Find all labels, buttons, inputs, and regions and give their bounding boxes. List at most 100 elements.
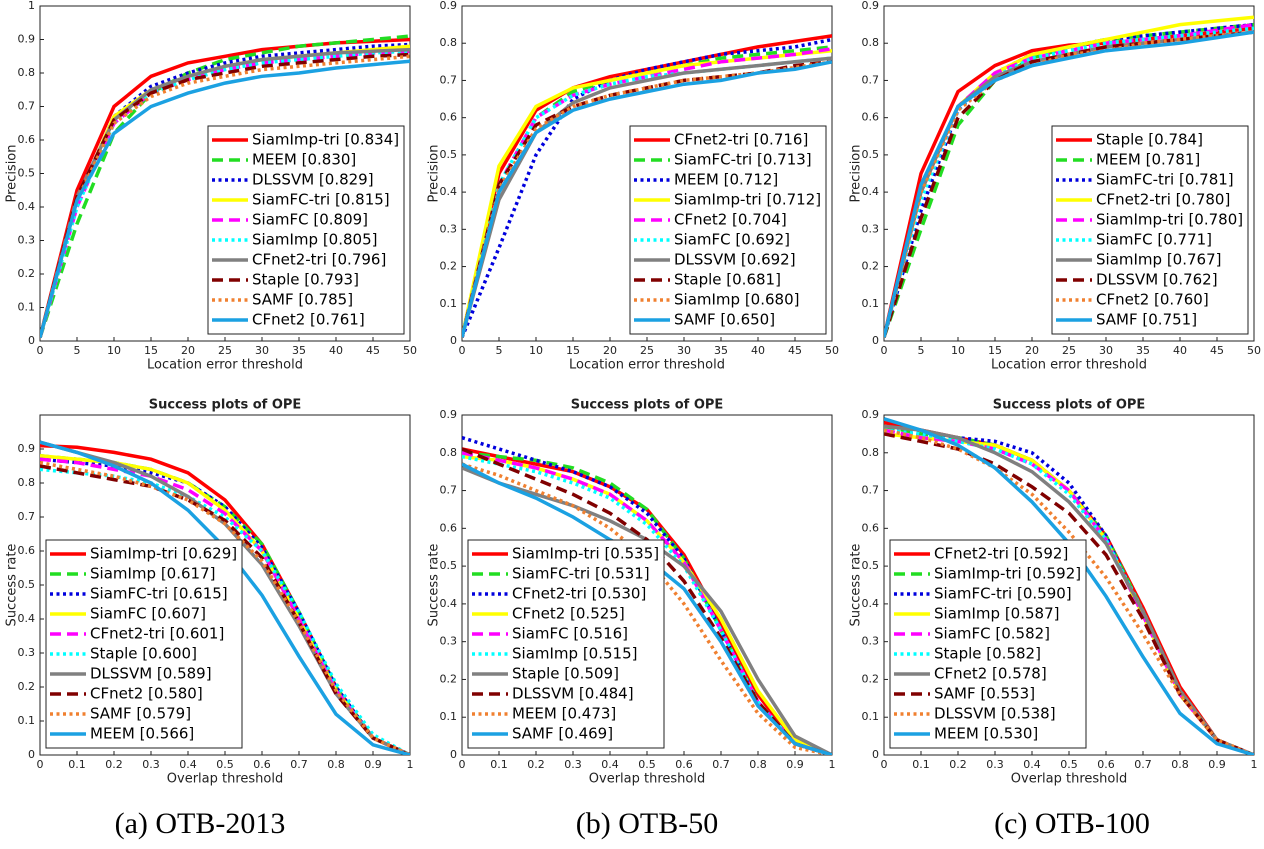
x-tick-label: 0.3 xyxy=(986,758,1004,771)
y-tick-label: 0.7 xyxy=(18,510,36,523)
legend-label: SiamImp-tri [0.834] xyxy=(252,131,399,149)
legend-label: SiamFC-tri [0.590] xyxy=(934,585,1072,603)
y-tick-label: 0.4 xyxy=(440,597,458,610)
x-tick-label: 0 xyxy=(881,758,888,771)
legend-label: SiamFC-tri [0.815] xyxy=(252,191,390,209)
x-tick-label: 15 xyxy=(988,344,1002,357)
caption: (c) OTB-100 xyxy=(994,807,1150,840)
legend-label: CFnet2 [0.760] xyxy=(1096,291,1209,309)
y-tick-label: 0.9 xyxy=(862,408,880,421)
legend-label: DLSSVM [0.762] xyxy=(1096,271,1218,289)
legend-label: SiamImp-tri [0.535] xyxy=(512,545,659,563)
lines xyxy=(40,34,410,339)
caption: (a) OTB-2013 xyxy=(115,807,286,840)
series-line xyxy=(40,467,410,755)
series-line xyxy=(462,60,832,338)
y-tick-label: 0.4 xyxy=(18,612,36,625)
legend-label: SiamFC-tri [0.615] xyxy=(90,585,228,603)
series-line xyxy=(40,59,410,339)
y-tick-label: 0.1 xyxy=(862,710,880,723)
y-tick-label: 0.5 xyxy=(18,167,36,180)
y-tick-label: 0.3 xyxy=(862,222,880,235)
legend-label: SAMF [0.469] xyxy=(512,725,613,743)
y-tick-label: 0.9 xyxy=(440,408,458,421)
legend-label: SiamImp [0.515] xyxy=(512,645,637,663)
legend-label: Staple [0.582] xyxy=(934,645,1041,663)
legend-label: SAMF [0.579] xyxy=(90,705,191,723)
x-tick-label: 0 xyxy=(459,344,466,357)
x-tick-label: 45 xyxy=(788,344,802,357)
series-line xyxy=(884,428,1254,755)
y-tick-label: 0.5 xyxy=(862,148,880,161)
series-line xyxy=(40,52,410,339)
x-tick-label: 0.9 xyxy=(364,758,382,771)
x-tick-label: 0.4 xyxy=(1023,758,1041,771)
y-tick-label: 0 xyxy=(872,334,879,347)
x-tick-label: 0.4 xyxy=(179,758,197,771)
x-tick-label: 5 xyxy=(496,344,503,357)
legend-label: SiamImp [0.587] xyxy=(934,605,1059,623)
x-tick-label: 0.8 xyxy=(327,758,345,771)
legend-label: SAMF [0.751] xyxy=(1096,311,1197,329)
legend-label: SiamFC [0.516] xyxy=(512,625,628,643)
y-axis-label: Success rate xyxy=(5,544,20,627)
y-tick-label: 0 xyxy=(872,748,879,761)
x-tick-label: 0.8 xyxy=(749,758,767,771)
x-tick-label: 1 xyxy=(407,758,414,771)
y-tick-label: 0.1 xyxy=(440,710,458,723)
y-tick-label: 0 xyxy=(28,748,35,761)
y-tick-label: 0.9 xyxy=(440,0,458,12)
x-tick-label: 0 xyxy=(37,758,44,771)
x-axis-label: Location error threshold xyxy=(991,358,1147,373)
legend-label: SAMF [0.553] xyxy=(934,685,1035,703)
y-tick-label: 0.2 xyxy=(440,260,458,273)
series-line xyxy=(462,451,832,755)
legend-label: MEEM [0.781] xyxy=(1096,151,1200,169)
legend-label: Staple [0.793] xyxy=(252,271,359,289)
legend-box xyxy=(889,539,1087,749)
legend-label: CFnet2 [0.525] xyxy=(512,605,625,623)
series-line xyxy=(884,30,1254,338)
legend-label: SiamFC-tri [0.713] xyxy=(674,151,812,169)
y-tick-label: 0.4 xyxy=(440,185,458,198)
legend-label: SiamImp [0.617] xyxy=(90,565,215,583)
legend-label: CFnet2-tri [0.601] xyxy=(90,625,224,643)
x-tick-label: 10 xyxy=(107,344,121,357)
x-tick-label: 0 xyxy=(37,344,44,357)
x-tick-label: 25 xyxy=(1062,344,1076,357)
legend-label: SAMF [0.650] xyxy=(674,311,775,329)
y-tick-label: 0.2 xyxy=(18,680,36,693)
y-tick-label: 0.5 xyxy=(18,578,36,591)
lines xyxy=(884,15,1254,338)
legend-label: SiamImp [0.805] xyxy=(252,231,377,249)
legend-label: CFnet2-tri [0.592] xyxy=(934,545,1068,563)
legend-label: Staple [0.509] xyxy=(512,665,619,683)
series-line xyxy=(462,34,832,338)
y-tick-label: 0.4 xyxy=(862,185,880,198)
x-axis-label: Overlap threshold xyxy=(167,772,283,787)
y-tick-label: 0.7 xyxy=(440,73,458,86)
x-tick-label: 40 xyxy=(751,344,765,357)
legend-label: SiamFC [0.582] xyxy=(934,625,1050,643)
y-tick-label: 0 xyxy=(450,748,457,761)
y-tick-label: 0.7 xyxy=(862,484,880,497)
legend-label: DLSSVM [0.538] xyxy=(934,705,1056,723)
x-tick-label: 50 xyxy=(403,344,417,357)
series-line xyxy=(40,464,410,755)
legend-label: DLSSVM [0.829] xyxy=(252,171,374,189)
x-tick-label: 0.2 xyxy=(105,758,123,771)
legend-label: CFnet2-tri [0.796] xyxy=(252,251,386,269)
y-tick-label: 0.7 xyxy=(18,100,36,113)
legend-label: MEEM [0.473] xyxy=(512,705,616,723)
x-axis-label: Overlap threshold xyxy=(589,772,705,787)
legend-label: CFnet2-tri [0.780] xyxy=(1096,191,1230,209)
y-tick-label: 0.8 xyxy=(862,446,880,459)
legend-label: CFnet2 [0.578] xyxy=(934,665,1047,683)
chart-title: Success plots of OPE xyxy=(993,398,1146,413)
y-tick-label: 0.4 xyxy=(862,597,880,610)
x-tick-label: 1 xyxy=(829,758,836,771)
lines xyxy=(462,34,832,338)
x-tick-label: 40 xyxy=(329,344,343,357)
series-line xyxy=(40,34,410,339)
y-tick-label: 0.1 xyxy=(18,714,36,727)
